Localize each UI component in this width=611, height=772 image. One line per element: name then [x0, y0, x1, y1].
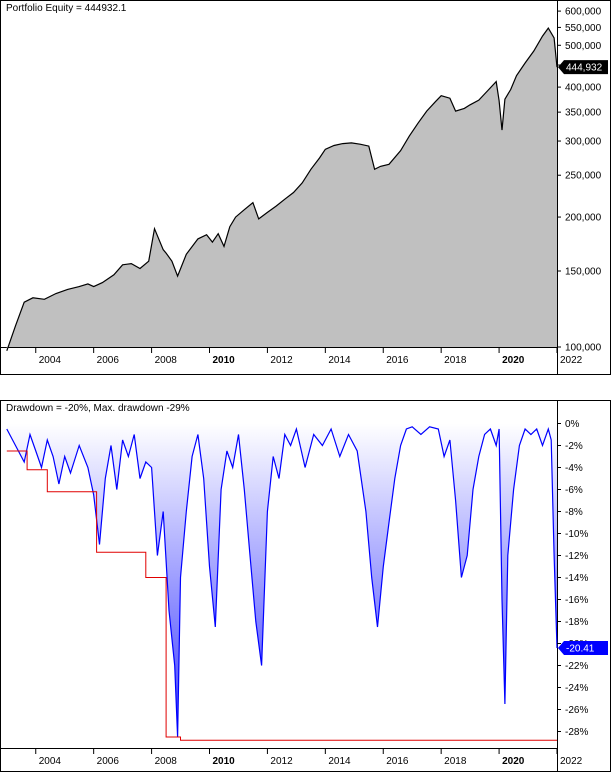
last-value-badge: 444,932 [558, 60, 608, 75]
y-tick-label: -2% [565, 441, 583, 452]
y-tick-label: -12% [565, 551, 588, 562]
x-tick-label: 2022 [560, 756, 583, 767]
x-tick-label: 2018 [444, 355, 467, 366]
y-tick-label: -18% [565, 617, 588, 628]
y-tick-label: 600,000 [565, 7, 602, 18]
x-tick-label: 2014 [328, 756, 351, 767]
equity-chart-panel: 100,000 150,000 200,000 250,000 300,000 350,0… [0, 0, 611, 375]
drawdown-chart-panel: 0%-2%-4%-6%-8%-10%-12%-14%-16%-18%-20%-2… [0, 400, 611, 772]
y-tick-label: -24% [565, 683, 588, 694]
y-tick-label: 250,000 [565, 171, 602, 182]
x-tick-label: 2010 [213, 756, 236, 767]
y-tick-label: -6% [565, 485, 583, 496]
y-tick-label: -10% [565, 529, 588, 540]
y-tick-label: 200,000 [565, 213, 602, 224]
y-tick-label: 350,000 [565, 108, 602, 119]
drawdown-chart-title: Drawdown = -20%, Max. drawdown -29% [6, 403, 190, 414]
x-tick-label: 2010 [213, 355, 236, 366]
last-value-label: -20.41 [566, 644, 595, 655]
x-tick-label: 2012 [270, 756, 293, 767]
y-tick-label: 300,000 [565, 137, 602, 148]
y-tick-label: 400,000 [565, 83, 602, 94]
drawdown-area [6, 423, 557, 737]
last-value-badge: -20.41 [558, 641, 608, 656]
last-value-label: 444,932 [566, 63, 603, 74]
x-tick-label: 2016 [386, 355, 409, 366]
x-tick-label: 2022 [560, 355, 583, 366]
x-tick-label: 2008 [155, 756, 178, 767]
y-tick-label: 150,000 [565, 266, 602, 277]
equity-chart-title: Portfolio Equity = 444932.1 [6, 3, 127, 14]
x-tick-label: 2014 [328, 355, 351, 366]
x-tick-label: 2008 [155, 355, 178, 366]
x-tick-label: 2016 [386, 756, 409, 767]
x-tick-label: 2004 [39, 756, 62, 767]
y-tick-label: -28% [565, 727, 588, 738]
y-tick-label: -4% [565, 463, 583, 474]
drawdown-chart: 0%-2%-4%-6%-8%-10%-12%-14%-16%-18%-20%-2… [0, 400, 611, 772]
x-tick-label: 2006 [97, 355, 120, 366]
drawdown-line [6, 426, 558, 738]
y-tick-label: 500,000 [565, 41, 602, 52]
x-tick-label: 2004 [39, 355, 62, 366]
x-tick-label: 2006 [97, 756, 120, 767]
equity-area [6, 28, 557, 351]
x-tick-label: 2020 [502, 355, 525, 366]
y-tick-label: 0% [565, 419, 580, 430]
y-tick-label: -8% [565, 507, 583, 518]
y-tick-label: -14% [565, 573, 588, 584]
max-drawdown-line [6, 450, 557, 741]
x-tick-label: 2020 [502, 756, 525, 767]
y-tick-label: -22% [565, 661, 588, 672]
x-tick-label: 2012 [270, 355, 293, 366]
y-tick-label: 100,000 [565, 343, 602, 354]
y-tick-label: 550,000 [565, 23, 602, 34]
equity-line [6, 27, 558, 351]
equity-chart: 100,000 150,000 200,000 250,000 300,000 350,0… [0, 0, 611, 375]
y-tick-label: -26% [565, 705, 588, 716]
y-tick-label: -16% [565, 595, 588, 606]
x-tick-label: 2018 [444, 756, 467, 767]
